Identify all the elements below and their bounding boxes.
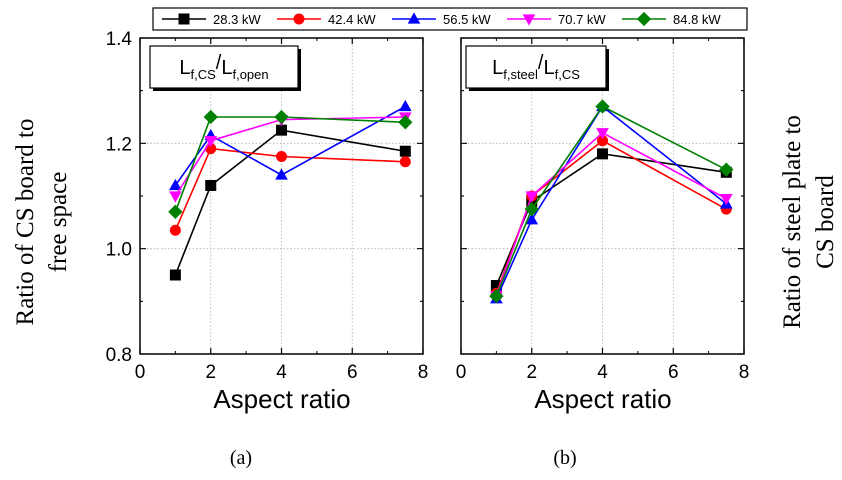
data-point [275,168,288,180]
legend-label: 84.8 kW [673,12,721,27]
data-point [169,191,182,203]
data-point [595,99,610,114]
y-tick-label: 1.2 [106,134,132,155]
series-line [495,105,727,297]
data-point [399,145,411,157]
series-84-8-kW [489,99,734,304]
panel-b-ylabel-line2: CS board [812,175,839,269]
data-point [169,178,182,191]
data-point [597,148,608,160]
data-point [204,136,218,148]
annotation-box [465,45,607,89]
x-tick-label: 2 [526,362,537,383]
y-tick-label: 1.0 [106,240,132,261]
x-tick-label: 2 [205,362,216,383]
x-tick-label: 4 [597,362,608,383]
series-line [495,105,727,300]
legend: 28.3 kW 42.4 kW 56.5 kW 70.7 kW 84.8 kW [152,7,748,31]
series-line [174,105,406,186]
x-tick-label: 8 [418,362,429,383]
panel-b: 0 2 4 6 8 Lf,steel/Lf,CS [456,37,750,383]
x-tick-label: 0 [456,362,467,383]
data-point [596,128,609,140]
series-line [174,116,406,197]
data-point [168,204,183,219]
data-point [597,135,608,147]
series-42-4-kW [490,135,732,299]
data-point [203,109,218,125]
data-point [489,288,504,304]
data-point [524,202,539,217]
legend-box [152,7,748,31]
data-point [490,280,502,292]
data-point [205,179,217,191]
data-point [525,191,539,203]
data-point [525,213,539,225]
x-tick-label: 6 [347,362,358,383]
series-42-4-kW [169,143,411,236]
annotation-box [149,45,299,89]
data-point [398,115,413,130]
legend-label: 70.7 kW [558,12,606,27]
panel-a-ylabel-line1: Ratio of CS board to [12,119,39,326]
series-line [495,131,727,297]
panel-b-xlabel: Aspect ratio [534,384,671,414]
panel-a-caption: (a) [230,447,252,469]
series-line [174,147,406,231]
x-tick-label: 0 [135,362,146,383]
legend-marker [522,14,536,26]
annotation-ratio: Lf,steel/Lf,CS [492,52,580,82]
legend-label: 56.5 kW [443,12,491,27]
legend-marker [293,13,305,25]
data-point [276,124,287,136]
series-56-5-kW [169,99,412,191]
x-tick-label: 8 [739,362,750,383]
annotation-ratio: Lf,CS/Lf,open [179,52,268,82]
data-point [274,109,289,125]
y-tick-label: 1.4 [106,29,133,50]
legend-marker [178,13,190,25]
data-point [169,269,181,281]
panel-a: 0 2 4 6 8 0.8 1.0 1.2 1.4 Lf,CS/Lf,open [106,29,429,383]
legend-label: 28.3 kW [213,12,261,27]
data-point [719,162,734,177]
legend-label: 42.4 kW [328,12,376,27]
data-point [169,224,181,236]
data-point [276,151,287,162]
data-point [398,99,412,112]
x-tick-label: 4 [276,362,287,383]
panel-b-ylabel-line1: Ratio of steel plate to [779,115,806,329]
y-tick-label: 0.8 [106,345,132,366]
series-line [174,116,406,213]
panel-a-ylabel-line2: free space [45,172,72,273]
series-84-8-kW [168,109,413,219]
legend-marker [407,12,421,24]
data-point [719,193,733,206]
data-point [399,156,411,168]
legend-marker [636,11,652,27]
panel-b-caption: (b) [553,447,576,469]
x-tick-label: 6 [668,362,679,383]
panel-a-xlabel: Aspect ratio [213,384,350,414]
